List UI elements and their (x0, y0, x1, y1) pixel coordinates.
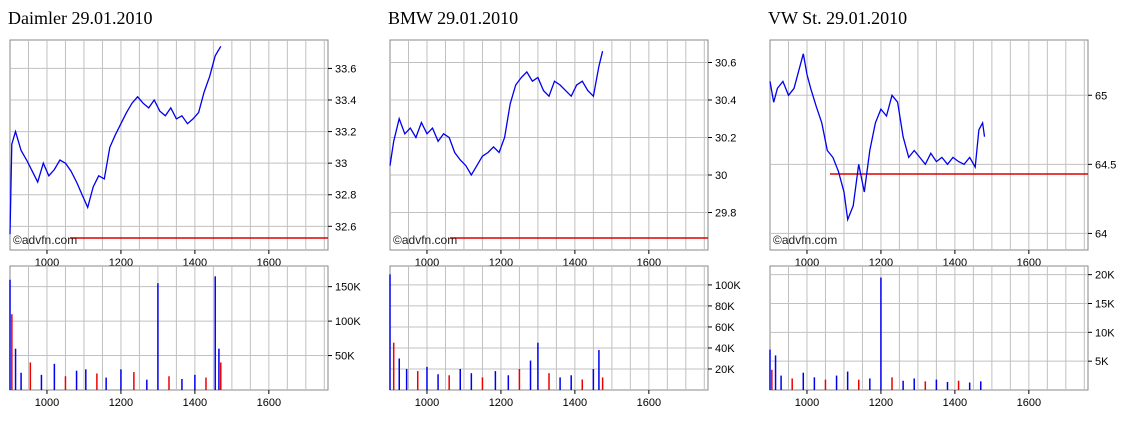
volume-x-tick-label: 1200 (109, 397, 133, 409)
price-plot-area (769, 39, 1089, 251)
volume-y-tick-label: 5K (1095, 356, 1109, 368)
volume-y-tick-label: 20K (1095, 270, 1115, 282)
volume-x-tick-label: 1000 (35, 397, 59, 409)
price-y-tick-label: 33 (335, 158, 347, 170)
volume-y-tick-label: 60K (715, 322, 735, 334)
price-series-line (9, 45, 222, 235)
chart-vw: 64 64.5 65 1000 1200 1400 1600 ©advfn.com 5K 10K 1… (769, 39, 1116, 409)
price-y-tick-label: 33.2 (335, 127, 356, 139)
chart-panel-bmw: BMW 29.01.2010 29.8 30 30.2 30.4 30.6 1000 120… (380, 0, 741, 427)
volume-y-tick-label: 10K (1095, 327, 1115, 339)
price-y-tick-label: 30.6 (715, 58, 736, 70)
volume-plot-area (9, 265, 329, 391)
price-y-tick-label: 65 (1095, 90, 1107, 102)
price-y-tick-label: 33.6 (335, 63, 356, 75)
volume-y-tick-label: 50K (335, 351, 355, 363)
volume-y-tick-label: 150K (335, 282, 361, 294)
volume-y-tick-label: 100K (715, 280, 741, 292)
watermark: ©advfn.com (393, 233, 457, 247)
price-series-line (389, 51, 604, 177)
chart-title: VW St. 29.01.2010 (768, 8, 908, 28)
price-y-tick-label: 29.8 (715, 208, 736, 220)
volume-x-tick-label: 1400 (563, 397, 587, 409)
volume-y-tick-label: 20K (715, 364, 735, 376)
chart-title: BMW 29.01.2010 (388, 8, 519, 28)
volume-x-tick-label: 1400 (183, 397, 207, 409)
volume-y-tick-label: 80K (715, 301, 735, 313)
watermark: ©advfn.com (13, 233, 77, 247)
price-y-tick-label: 33.4 (335, 95, 356, 107)
volume-x-tick-label: 1600 (257, 397, 281, 409)
price-y-tick-label: 64 (1095, 228, 1107, 240)
volume-x-tick-label: 1000 (795, 397, 819, 409)
price-series-line (769, 53, 986, 223)
volume-plot-area (769, 265, 1089, 391)
volume-y-tick-label: 100K (335, 316, 361, 328)
chart-panel-daimler: Daimler 29.01.2010 32.6 32.8 33 33.2 33.4 33.… (0, 0, 361, 427)
price-y-tick-label: 30.2 (715, 133, 736, 145)
chart-bmw: 29.8 30 30.2 30.4 30.6 1000 1200 1400 1600 ©advfn… (389, 39, 741, 409)
volume-x-tick-label: 1400 (943, 397, 967, 409)
watermark: ©advfn.com (773, 233, 837, 247)
price-y-tick-label: 32.8 (335, 190, 356, 202)
price-y-tick-label: 30 (715, 170, 727, 182)
price-y-tick-label: 64.5 (1095, 159, 1116, 171)
volume-y-tick-label: 40K (715, 343, 735, 355)
chart-title: Daimler 29.01.2010 (8, 8, 153, 28)
chart-panel-vw: VW St. 29.01.2010 64 64.5 65 1000 1200 1400 16… (760, 0, 1120, 427)
volume-y-tick-label: 15K (1095, 298, 1115, 310)
volume-x-tick-label: 1600 (1017, 397, 1041, 409)
price-plot-area (389, 39, 709, 251)
price-y-tick-label: 32.6 (335, 221, 356, 233)
price-y-tick-label: 30.4 (715, 95, 736, 107)
chart-daimler: 32.6 32.8 33 33.2 33.4 33.6 1000 1200 1400 1600 ©a… (9, 39, 361, 409)
volume-x-tick-label: 1200 (489, 397, 513, 409)
volume-x-tick-label: 1000 (415, 397, 439, 409)
volume-x-tick-label: 1200 (869, 397, 893, 409)
price-plot-area (9, 39, 329, 251)
volume-x-tick-label: 1600 (637, 397, 661, 409)
